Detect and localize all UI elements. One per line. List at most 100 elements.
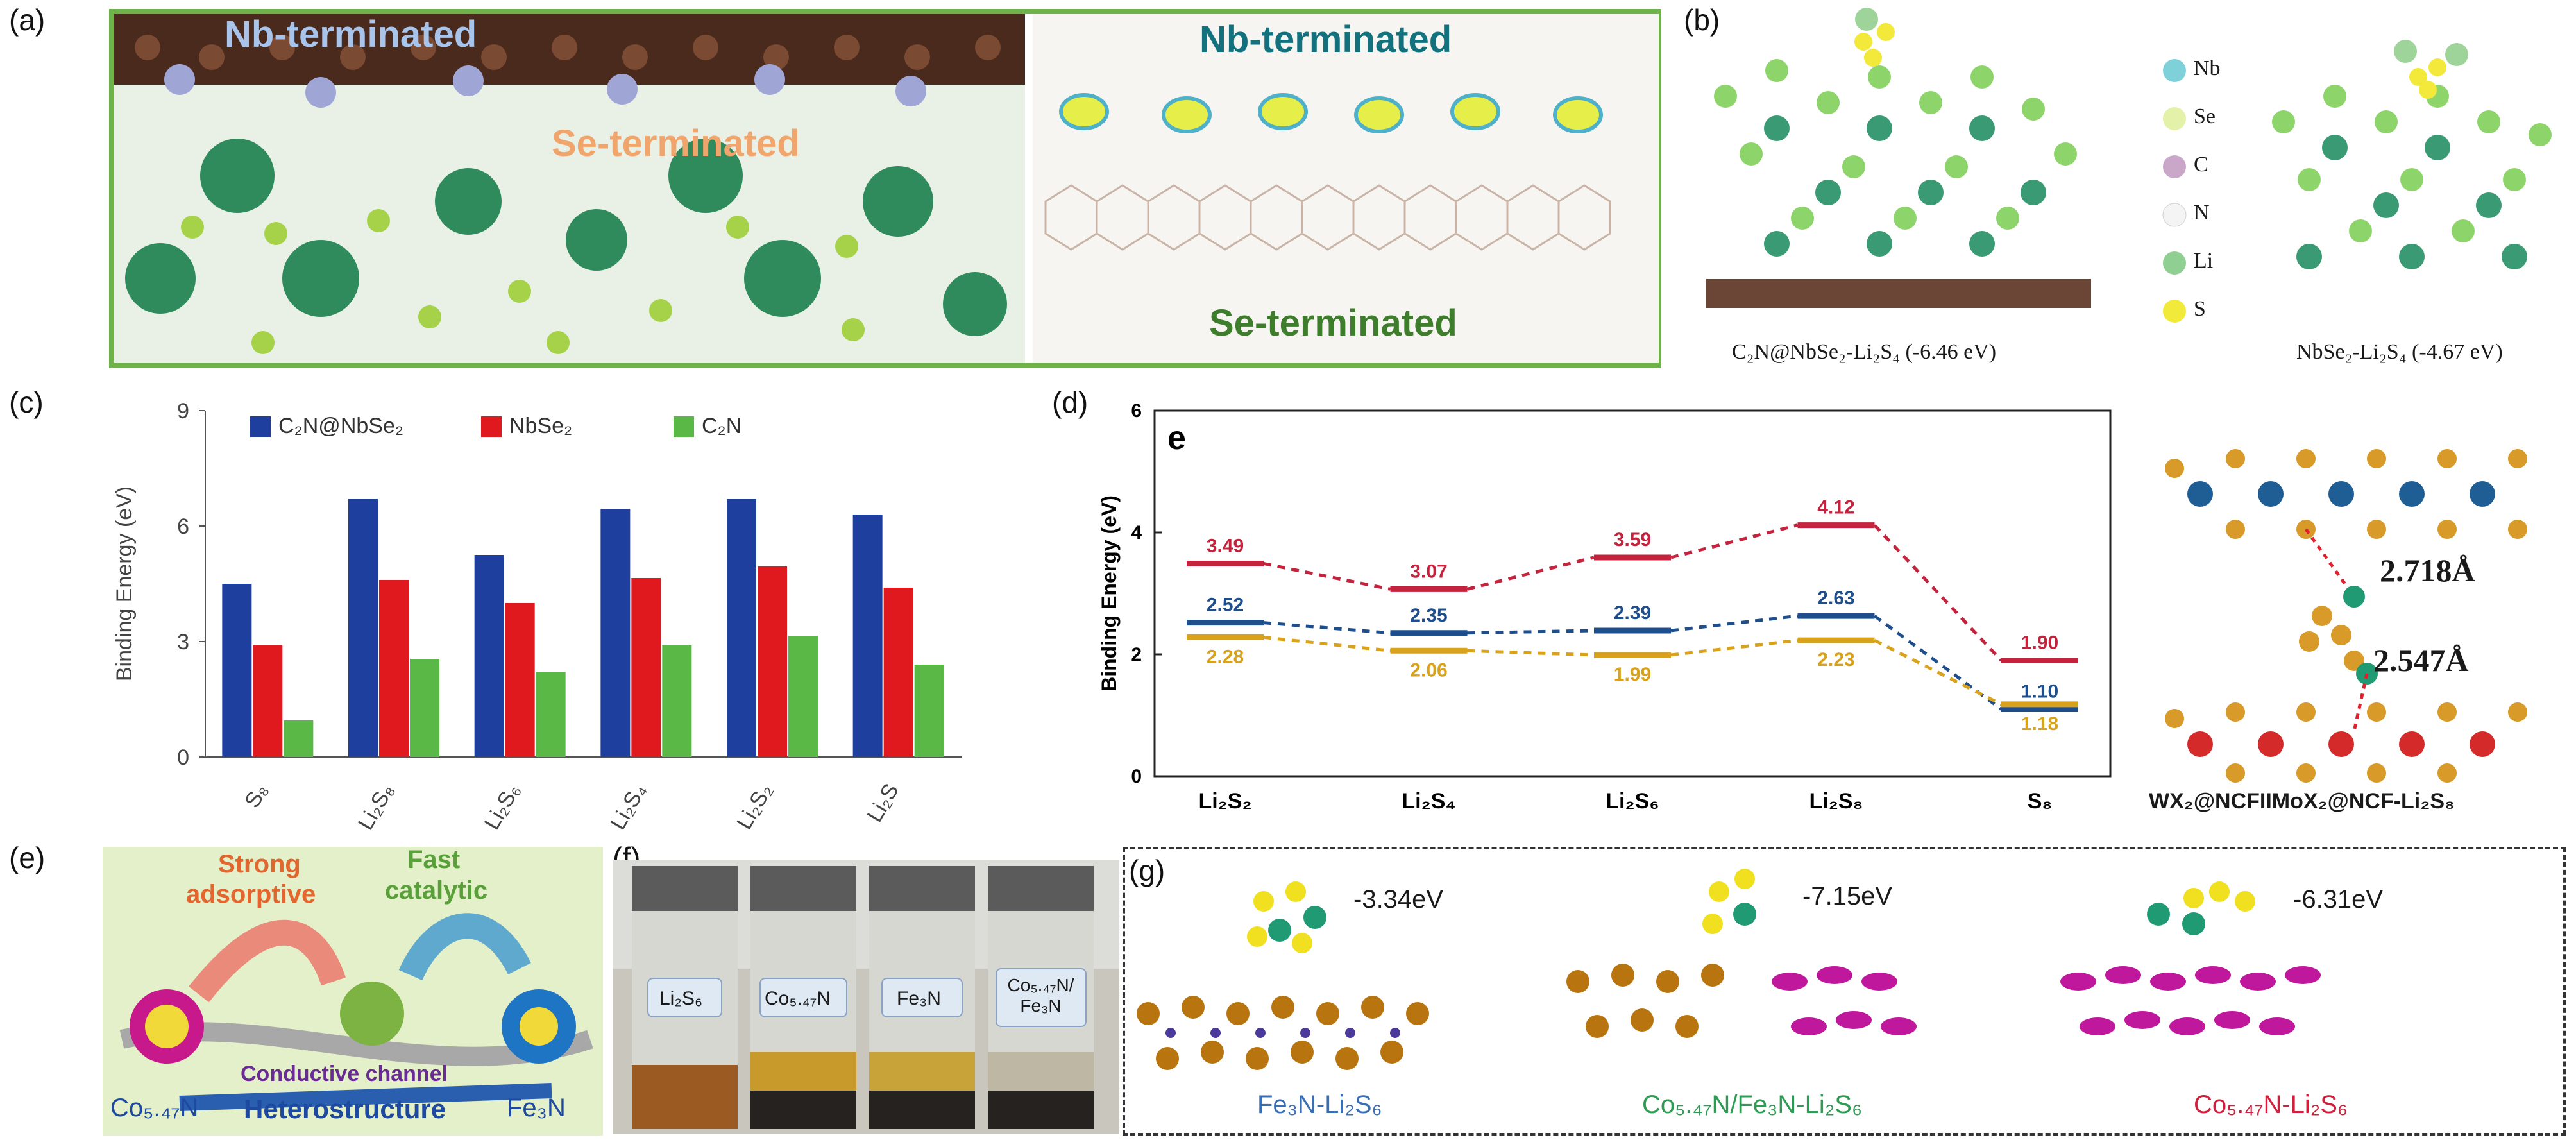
panel-c-bar-chart: 0 3 6 9 Binding Energy (eV) S₈ Li₂S₈ Li₂S₆ Li₂S₄… [112,399,962,834]
y-tick-label: 0 [1131,766,1142,787]
label-se-terminated-right: Se-terminated [1209,302,1457,344]
panel-e-conductive: Conductive channel [241,1062,448,1086]
panel-e-left-material: Co₅.₄₇N [110,1094,199,1122]
panel-g-energy-1: -3.34eV [1353,885,1444,914]
panel-e-heterostructure: Heterostructure [244,1094,446,1124]
panel-d-energy-chart: e 0 2 4 6 Binding Energy (eV) 3.49 3.07 3.59 4.12… [1097,400,2112,813]
plot-frame [1153,409,2112,778]
connector-2 [1263,621,1391,635]
x-tick-label: Li₂S₈ [353,779,399,834]
connector-1 [1670,523,1799,559]
x-tick-label: S₈ [240,779,273,812]
panel-e-catalytic: catalytic [385,876,488,905]
bar-1-6 [852,515,883,757]
bar-3-5 [788,636,818,757]
panel-label-d: (d) [1052,386,1089,419]
value-label: 2.35 [1410,605,1447,626]
bar-2-3 [505,603,535,757]
x-tick-label: Li₂S₆ [1606,789,1659,813]
connector-3 [1467,649,1595,657]
panel-e-fast: Fast [407,846,461,874]
legend-label: C₂N@NbSe₂ [278,414,403,438]
value-label: 2.23 [1817,649,1854,670]
y-tick-label: 2 [1131,644,1142,665]
legend-swatch [481,416,502,437]
panel-d-structure [2165,449,2527,783]
panel-b-caption-right: NbSe₂-Li₂S₄ (-4.67 eV) [2296,340,2503,364]
x-tick-label: Li₂S₂ [1198,789,1251,813]
bar-3-2 [410,659,439,757]
connector-3 [1874,638,2003,706]
panel-g-structures [1137,869,2321,1070]
panel-b-legend-c: C [2194,153,2208,176]
bar-1-3 [474,555,504,757]
value-label: 4.12 [1817,497,1854,518]
legend-swatch [250,416,271,437]
connector-2 [1467,629,1595,635]
panel-d-bond-2: 2.547Å [2373,642,2469,678]
panel-b-legend-s: S [2194,297,2206,321]
y-tick-label: 0 [177,745,189,770]
panel-f-vial-4: Co₅.₄₇N/ Fe₃N [1007,975,1074,1016]
panel-b-legend-se: Se [2194,105,2216,128]
y-axis-label: Binding Energy (eV) [112,486,137,681]
panel-g-caption-2: Co₅.₄₇N/Fe₃N-Li₂S₆ [1642,1091,1863,1119]
panel-b-structures [1706,8,2552,323]
panel-f-vial-2: Co₅.₄₇N [765,988,831,1009]
value-label: 1.99 [1614,664,1651,685]
panel-f-vial-3: Fe₃N [897,988,941,1009]
inner-label: e [1167,420,1186,457]
value-label: 1.10 [2021,681,2058,702]
value-label: 1.90 [2021,633,2058,654]
panel-label-e: (e) [9,841,46,874]
y-tick-label: 4 [1131,522,1142,543]
x-tick-label: Li₂S₂ [732,779,777,833]
panel-f-photo [613,860,1119,1134]
value-label: 2.39 [1614,602,1651,624]
panel-g-energy-3: -6.31eV [2293,885,2384,914]
bar-2-4 [631,578,661,757]
legend-label: NbSe₂ [509,414,572,438]
legend-swatch [674,416,694,437]
x-tick-label: S₈ [2028,789,2053,813]
bar-2-6 [883,588,913,757]
value-label: 3.59 [1614,529,1651,550]
value-label: 2.06 [1410,659,1447,681]
panel-b-legend-nb: Nb [2194,56,2221,80]
value-label: 3.49 [1207,535,1244,556]
y-tick-label: 9 [177,399,189,423]
panel-f-vial-1: Li₂S₆ [659,988,703,1009]
connector-2 [1874,615,2003,711]
panel-e-adsorptive: adsorptive [186,880,316,908]
value-label: 2.52 [1207,595,1244,616]
y-axis-label: Binding Energy (eV) [1097,495,1121,692]
panel-label-g: (g) [1129,854,1165,887]
y-tick-label: 6 [177,515,189,539]
connector-3 [1263,635,1391,652]
panel-d-structure-caption: WX₂@NCFIIMoX₂@NCF-Li₂S₈ [2149,789,2455,813]
label-nb-terminated-left: Nb-terminated [225,13,477,55]
legend-label: C₂N [702,414,741,438]
bar-1-4 [600,509,631,757]
x-tick-label: Li₂S [863,779,904,826]
panel-e-schematic [103,847,603,1136]
bar-3-3 [536,672,566,757]
panel-g-frame [1123,847,2566,1136]
panel-e-strong: Strong [218,850,301,878]
value-label: 2.28 [1207,646,1244,667]
x-tick-label: Li₂S₆ [480,779,525,834]
panel-e-right-material: Fe₃N [507,1094,566,1122]
x-tick-label: Li₂S₈ [1809,789,1863,813]
panel-g-energy-2: -7.15eV [1802,882,1893,910]
bar-3-1 [284,720,314,757]
bar-2-2 [379,580,409,757]
connector-1 [1263,561,1391,591]
panel-label-c: (c) [9,386,44,419]
panel-g-caption-1: Fe₃N-Li₂S₆ [1257,1091,1382,1119]
label-se-terminated-left: Se-terminated [552,123,800,164]
panel-b-legend-li: Li [2194,249,2214,273]
panel-a-structure [109,9,1661,368]
bar-1-1 [222,584,252,757]
panel-label-a: (a) [9,3,46,37]
y-tick-label: 6 [1131,400,1142,421]
